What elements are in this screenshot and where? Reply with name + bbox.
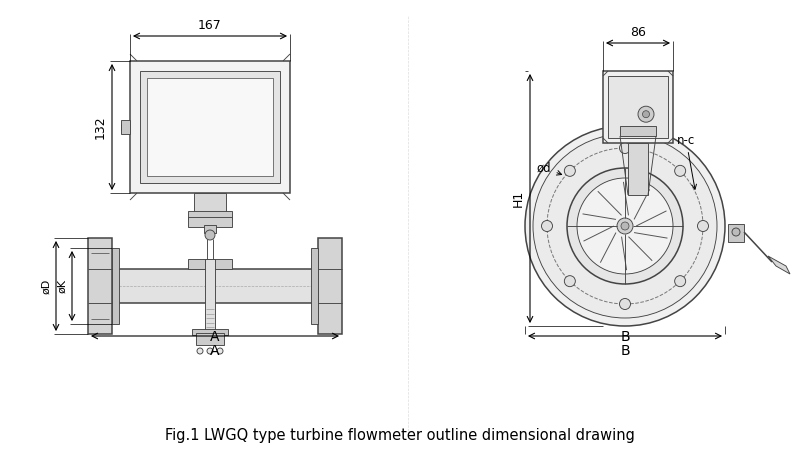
Circle shape xyxy=(205,230,215,240)
Bar xyxy=(88,238,112,334)
Circle shape xyxy=(533,134,717,318)
Circle shape xyxy=(567,168,683,284)
Circle shape xyxy=(564,276,575,287)
Bar xyxy=(121,120,130,134)
Bar xyxy=(112,248,119,324)
Bar xyxy=(196,333,224,345)
Text: 167: 167 xyxy=(198,19,222,32)
Bar xyxy=(204,225,216,233)
Text: H1: H1 xyxy=(512,190,525,207)
Bar xyxy=(188,211,232,219)
Bar xyxy=(608,76,668,138)
Text: Fig.1 LWGQ type turbine flowmeter outline dimensional drawing: Fig.1 LWGQ type turbine flowmeter outlin… xyxy=(165,428,635,443)
Circle shape xyxy=(207,348,213,354)
Circle shape xyxy=(217,348,223,354)
Circle shape xyxy=(542,220,553,231)
Text: øD: øD xyxy=(41,278,51,294)
Text: n-c: n-c xyxy=(677,134,697,189)
Circle shape xyxy=(642,111,650,118)
Text: øK: øK xyxy=(57,279,67,293)
Circle shape xyxy=(638,106,654,122)
Bar xyxy=(188,217,232,227)
Circle shape xyxy=(525,126,725,326)
Bar xyxy=(628,143,648,195)
Bar xyxy=(205,259,215,331)
Bar xyxy=(620,126,656,136)
Text: A: A xyxy=(210,344,220,358)
Text: B: B xyxy=(620,330,630,344)
Circle shape xyxy=(197,348,203,354)
Circle shape xyxy=(732,228,740,236)
Text: 86: 86 xyxy=(630,26,646,39)
Text: ød: ød xyxy=(537,161,562,175)
Circle shape xyxy=(564,165,575,177)
Circle shape xyxy=(619,142,630,154)
Bar xyxy=(147,78,273,176)
Circle shape xyxy=(619,299,630,309)
Circle shape xyxy=(674,276,686,287)
Text: 132: 132 xyxy=(94,115,107,139)
Bar xyxy=(140,71,280,183)
Bar xyxy=(192,329,228,335)
Bar xyxy=(311,248,318,324)
Bar xyxy=(194,193,226,213)
Bar xyxy=(188,259,232,269)
Bar xyxy=(318,238,342,334)
Text: B: B xyxy=(620,344,630,358)
Circle shape xyxy=(674,165,686,177)
Circle shape xyxy=(617,218,633,234)
Circle shape xyxy=(577,178,673,274)
Polygon shape xyxy=(768,256,790,274)
Bar xyxy=(728,224,744,242)
Bar xyxy=(112,269,318,303)
Circle shape xyxy=(698,220,709,231)
Circle shape xyxy=(621,222,629,230)
Bar xyxy=(130,61,290,193)
Bar xyxy=(603,71,673,143)
Text: A: A xyxy=(210,330,220,344)
